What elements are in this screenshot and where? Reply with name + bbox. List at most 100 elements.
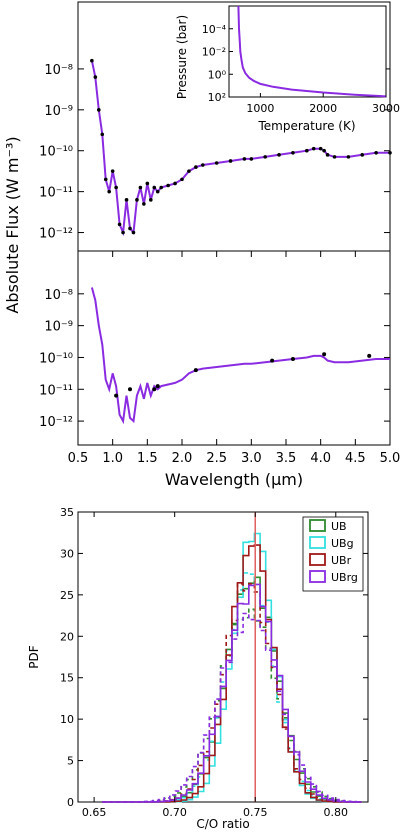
pdf-ytick-label: 15 [60, 672, 74, 685]
wavelength-xtick-label: 4.0 [310, 451, 331, 466]
co-xtick-label: 0.65 [82, 806, 107, 819]
mid-data-point [322, 352, 327, 357]
panel-middle-frame [77, 250, 391, 446]
flux-data-point [93, 75, 98, 79]
flux-data-point [325, 153, 330, 157]
legend-label-ub: UB [331, 520, 347, 533]
flux-data-point [242, 157, 247, 161]
mid-series [90, 287, 390, 425]
hist-solid-ubrg [102, 583, 362, 803]
flux-data-point [128, 226, 132, 231]
pdf-ytick-label: 35 [60, 506, 74, 519]
flux-ytick-label: 10⁻¹¹ [39, 383, 73, 398]
flux-data-point [214, 161, 219, 165]
wavelength-xtick-label: 4.5 [345, 451, 366, 466]
flux-data-point [322, 148, 326, 153]
flux-data-point [311, 146, 316, 151]
inset-ytick-label: 10² [208, 91, 226, 104]
legend-items: UB UBg UBr UBrg [309, 519, 358, 584]
flux-data-point [97, 108, 101, 112]
co-xtick-label: 0.80 [324, 806, 349, 819]
inset-ytick-label: 10⁰ [208, 68, 227, 81]
wavelength-xtick-label: 3.5 [276, 451, 297, 466]
wavelength-xtick-label: 1.5 [137, 451, 158, 466]
inset-frame [228, 5, 387, 98]
wavelength-xtick-label: 3.0 [241, 451, 262, 466]
flux-data-point [145, 181, 150, 186]
mid-dots [114, 352, 372, 398]
flux-data-point [138, 185, 143, 190]
pdf-ytick-label: 5 [67, 755, 74, 768]
flux-data-point [124, 198, 129, 202]
flux-ytick-label: 10⁻¹⁰ [39, 145, 73, 160]
legend-swatch-ubg [309, 536, 326, 549]
inset-xlabel: Temperature (K) [257, 119, 355, 133]
co-xtick-label: 0.75 [243, 806, 268, 819]
mid-data-point [193, 368, 198, 373]
flux-data-point [149, 198, 153, 202]
flux-data-point [131, 230, 136, 235]
inset-xtick-label: 1000 [246, 102, 274, 115]
pdf-ytick-label: 30 [60, 547, 74, 560]
mid-yticks: 10⁻⁸ 10⁻⁹ 10⁻¹⁰ 10⁻¹¹ 10⁻¹² [39, 288, 390, 430]
flux-ytick-label: 10⁻¹² [39, 227, 73, 242]
wavelength-xlabel: Wavelength (μm) [165, 470, 303, 489]
pdf-ytick-label: 10 [60, 713, 74, 726]
legend-swatch-ub [309, 519, 326, 532]
flux-data-point [332, 155, 337, 159]
flux-ytick-label: 10⁻¹⁰ [39, 351, 73, 366]
mid-spectrum-line [90, 287, 390, 425]
flux-ytick-label: 10⁻⁸ [44, 63, 73, 78]
legend-label-ubr: UBr [331, 554, 352, 567]
mid-data-point [114, 393, 119, 398]
inset-series [237, 5, 387, 98]
wavelength-xtick-label: 0.5 [68, 451, 89, 466]
wavelength-xtick-label: 2.0 [172, 451, 193, 466]
hist-dashed-ubrg [102, 612, 362, 803]
inset-ytick-label: 10⁻⁴ [202, 23, 227, 36]
flux-data-point [173, 181, 177, 186]
pt-profile-line [237, 5, 387, 98]
flux-data-point [121, 230, 125, 235]
flux-data-point [360, 153, 365, 157]
flux-data-point [346, 155, 351, 159]
flux-data-point [135, 198, 139, 202]
pdf-ytick-label: 20 [60, 630, 74, 643]
flux-data-point [152, 185, 157, 190]
hist-yticks: 0 5 10 15 20 25 30 35 [60, 506, 368, 809]
legend-swatch-ubr [309, 553, 326, 566]
flux-data-point [90, 58, 94, 63]
flux-ytick-label: 10⁻¹² [39, 415, 73, 430]
hist-xticks: 0.65 0.70 0.75 0.80 [82, 512, 348, 819]
legend-label-ubrg: UBrg [331, 571, 358, 584]
flux-data-point [201, 163, 205, 167]
flux-data-point [305, 148, 309, 153]
panel-middle: 10⁻⁸ 10⁻⁹ 10⁻¹⁰ 10⁻¹¹ 10⁻¹² 0.5 1.0 1.5 2.0 2.5 3… [39, 250, 400, 489]
pdf-ytick-label: 0 [67, 796, 74, 809]
inset-plot: 1000 2000 3000 10⁻⁴ 10⁻² 10⁰ 10² Temperature … [175, 5, 400, 133]
top-dots [90, 58, 392, 235]
flux-ylabel: Absolute Flux (W m⁻³) [3, 136, 22, 313]
flux-data-point [249, 157, 254, 161]
co-xlabel: C/O ratio [196, 817, 249, 831]
flux-data-point [318, 146, 323, 151]
flux-data-point [228, 159, 233, 163]
legend: UB UBg UBr UBrg [302, 516, 364, 592]
inset-ytick-label: 10⁻² [202, 46, 226, 59]
flux-data-point [388, 150, 392, 155]
co-xtick-label: 0.70 [162, 806, 187, 819]
legend-label-ubg: UBg [331, 537, 354, 550]
inset-xtick-label: 3000 [372, 102, 400, 115]
hist-solid-ubr [102, 544, 362, 803]
wavelength-xtick-label: 1.0 [102, 451, 123, 466]
flux-data-point [110, 169, 115, 173]
mid-data-point [270, 358, 275, 363]
flux-data-point [166, 183, 170, 188]
mid-data-point [155, 384, 160, 389]
flux-data-point [263, 155, 268, 159]
mid-data-point [367, 353, 372, 358]
inset-xticks: 1000 2000 3000 [246, 93, 400, 115]
flux-data-point [159, 185, 163, 190]
hist-dashed-ubr [102, 582, 362, 803]
